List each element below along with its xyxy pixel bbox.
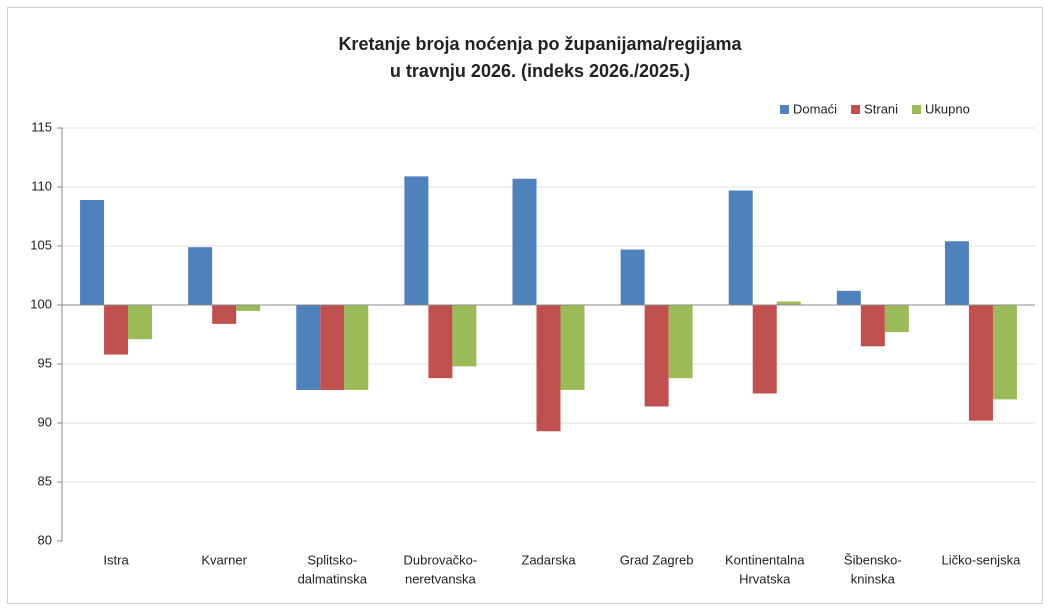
bar: [452, 305, 477, 367]
bar: [212, 305, 237, 324]
legend-swatch: [780, 105, 789, 114]
bar: [296, 305, 321, 390]
bar: [860, 305, 885, 347]
bar: [836, 290, 861, 305]
chart-title: Kretanje broja noćenja po županijama/reg…: [338, 34, 742, 54]
y-tick-label: 80: [38, 532, 52, 547]
chart-title: u travnju 2026. (indeks 2026./2025.): [390, 61, 690, 81]
bar: [128, 305, 153, 340]
x-tick-label: Ličko-senjska: [942, 552, 1022, 567]
y-tick-label: 110: [31, 178, 52, 193]
bar: [992, 305, 1017, 400]
bar: [80, 199, 105, 305]
bar: [560, 305, 585, 390]
bar: [236, 305, 261, 311]
x-tick-label: Kvarner: [201, 552, 247, 567]
x-tick-label: Kontinentalna: [725, 552, 805, 567]
x-tick-label: Splitsko-: [307, 552, 357, 567]
bar: [620, 249, 645, 305]
x-tick-label: Grad Zagreb: [620, 552, 694, 567]
x-tick-label: neretvanska: [405, 571, 477, 586]
y-tick-label: 115: [31, 119, 52, 134]
y-tick-label: 95: [38, 355, 52, 370]
y-tick-label: 105: [30, 237, 52, 252]
bar: [728, 190, 753, 305]
bar: [752, 305, 777, 394]
bar: [188, 247, 213, 305]
bar: [944, 241, 969, 305]
legend-swatch: [851, 105, 861, 114]
y-tick-label: 90: [38, 414, 52, 429]
bar: [668, 305, 693, 379]
bar: [428, 305, 453, 379]
bar: [536, 305, 561, 432]
x-tick-label: Dubrovačko-: [404, 552, 478, 567]
x-tick-label: Istra: [103, 552, 129, 567]
bar: [320, 305, 345, 390]
legend-label: Ukupno: [925, 101, 970, 116]
x-tick-label: kninska: [851, 571, 896, 586]
bar: [968, 305, 993, 421]
y-tick-label: 85: [38, 473, 52, 488]
x-tick-label: Šibensko-: [844, 552, 902, 567]
legend-swatch: [912, 105, 922, 114]
x-tick-label: Zadarska: [521, 552, 576, 567]
bar: [404, 176, 429, 305]
legend-label: Strani: [864, 101, 898, 116]
bar: [884, 305, 909, 333]
bar: [776, 301, 801, 305]
bar: [512, 178, 537, 305]
legend-label: Domaći: [793, 101, 837, 116]
x-tick-label: dalmatinska: [298, 571, 368, 586]
x-tick-label: Hrvatska: [739, 571, 791, 586]
y-tick-label: 100: [30, 296, 52, 311]
bar: [644, 305, 669, 407]
bar: [104, 305, 129, 355]
bar: [344, 305, 369, 390]
